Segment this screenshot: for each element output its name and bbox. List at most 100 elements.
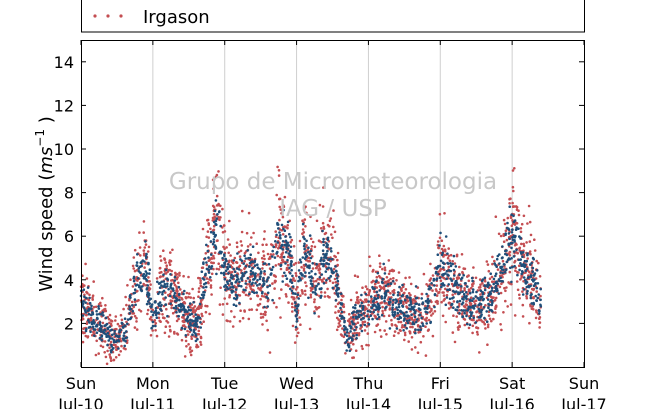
data-point-blue bbox=[405, 310, 408, 314]
data-point-blue bbox=[167, 287, 170, 291]
irgason-point bbox=[211, 261, 214, 265]
irgason-point bbox=[357, 333, 361, 337]
irgason-point bbox=[463, 287, 466, 290]
irgason-point bbox=[491, 255, 494, 259]
data-point-blue bbox=[233, 270, 237, 274]
data-point-blue bbox=[325, 256, 328, 260]
data-point-blue bbox=[235, 274, 239, 277]
irgason-point bbox=[389, 292, 392, 295]
irgason-point bbox=[196, 345, 200, 349]
data-point-blue bbox=[396, 308, 400, 312]
data-point-blue bbox=[91, 325, 95, 329]
y-axis-label-suffix: ) bbox=[36, 116, 57, 129]
data-point-blue bbox=[499, 271, 502, 274]
data-point-blue bbox=[95, 331, 99, 335]
data-point-blue bbox=[326, 236, 330, 240]
irgason-point bbox=[365, 325, 369, 328]
data-point-blue bbox=[93, 321, 96, 324]
data-point-blue bbox=[376, 317, 379, 321]
irgason-point bbox=[511, 169, 515, 172]
data-point-blue bbox=[504, 232, 508, 235]
irgason-point bbox=[446, 256, 450, 260]
data-point-blue bbox=[163, 282, 167, 286]
irgason-point bbox=[310, 245, 314, 248]
irgason-point bbox=[387, 279, 391, 282]
irgason-point bbox=[217, 170, 220, 173]
irgason-point bbox=[246, 245, 250, 248]
data-point-blue bbox=[526, 267, 529, 271]
irgason-point bbox=[247, 211, 251, 215]
data-point-blue bbox=[446, 252, 449, 255]
irgason-point bbox=[493, 259, 496, 263]
data-point-blue bbox=[84, 301, 87, 304]
data-point-blue bbox=[146, 284, 149, 287]
data-point-blue bbox=[327, 262, 331, 266]
irgason-point bbox=[142, 249, 146, 252]
data-point-blue bbox=[416, 318, 419, 321]
irgason-point bbox=[451, 260, 455, 263]
data-point-blue bbox=[311, 291, 315, 294]
data-point-blue bbox=[376, 302, 380, 306]
data-point-blue bbox=[367, 322, 371, 326]
irgason-point bbox=[219, 216, 222, 219]
irgason-point bbox=[133, 248, 137, 252]
irgason-point bbox=[188, 304, 192, 307]
irgason-point bbox=[278, 197, 281, 201]
irgason-point bbox=[466, 275, 469, 278]
data-point-blue bbox=[247, 256, 250, 260]
data-point-blue bbox=[279, 246, 283, 250]
data-point-blue bbox=[320, 273, 324, 276]
irgason-point bbox=[282, 246, 285, 249]
data-point-blue bbox=[500, 268, 504, 271]
irgason-point bbox=[303, 289, 307, 293]
data-point-blue bbox=[339, 306, 342, 310]
irgason-point bbox=[419, 311, 423, 315]
irgason-point bbox=[513, 205, 516, 208]
data-point-blue bbox=[486, 281, 490, 285]
data-point-blue bbox=[401, 304, 404, 308]
data-point-blue bbox=[508, 237, 511, 241]
irgason-point bbox=[373, 314, 377, 318]
data-point-blue bbox=[319, 287, 323, 291]
data-point-blue bbox=[415, 296, 419, 300]
data-point-blue bbox=[477, 307, 481, 311]
data-point-blue bbox=[99, 313, 103, 316]
irgason-point bbox=[525, 294, 528, 298]
irgason-point bbox=[204, 252, 208, 255]
data-point-blue bbox=[477, 298, 481, 302]
data-point-blue bbox=[205, 261, 208, 264]
data-point-blue bbox=[124, 340, 127, 343]
data-point-blue bbox=[384, 284, 388, 288]
data-point-blue bbox=[361, 308, 365, 311]
irgason-point bbox=[311, 240, 315, 244]
data-point-blue bbox=[261, 279, 265, 282]
data-point-blue bbox=[397, 303, 401, 306]
data-point-blue bbox=[479, 303, 483, 306]
irgason-point bbox=[508, 197, 511, 201]
irgason-point bbox=[257, 251, 260, 255]
irgason-point bbox=[199, 335, 203, 339]
irgason-point bbox=[303, 218, 307, 221]
irgason-point bbox=[175, 277, 179, 281]
data-point-blue bbox=[141, 274, 145, 278]
irgason-point bbox=[87, 298, 91, 302]
irgason-point bbox=[491, 262, 494, 266]
data-point-blue bbox=[391, 308, 394, 311]
irgason-point bbox=[404, 288, 408, 291]
irgason-point bbox=[197, 287, 201, 290]
irgason-point bbox=[170, 269, 173, 273]
irgason-point bbox=[439, 268, 442, 271]
data-point-blue bbox=[517, 258, 521, 262]
data-point-blue bbox=[294, 314, 298, 318]
irgason-point bbox=[268, 351, 272, 354]
irgason-point bbox=[215, 194, 219, 198]
irgason-point bbox=[467, 279, 471, 283]
data-point-blue bbox=[378, 289, 382, 292]
data-point-blue bbox=[184, 334, 188, 337]
irgason-point bbox=[404, 276, 407, 280]
irgason-point bbox=[185, 345, 188, 348]
data-point-blue bbox=[301, 273, 304, 277]
irgason-point bbox=[235, 245, 239, 249]
irgason-point bbox=[472, 318, 475, 322]
irgason-point bbox=[505, 238, 509, 242]
